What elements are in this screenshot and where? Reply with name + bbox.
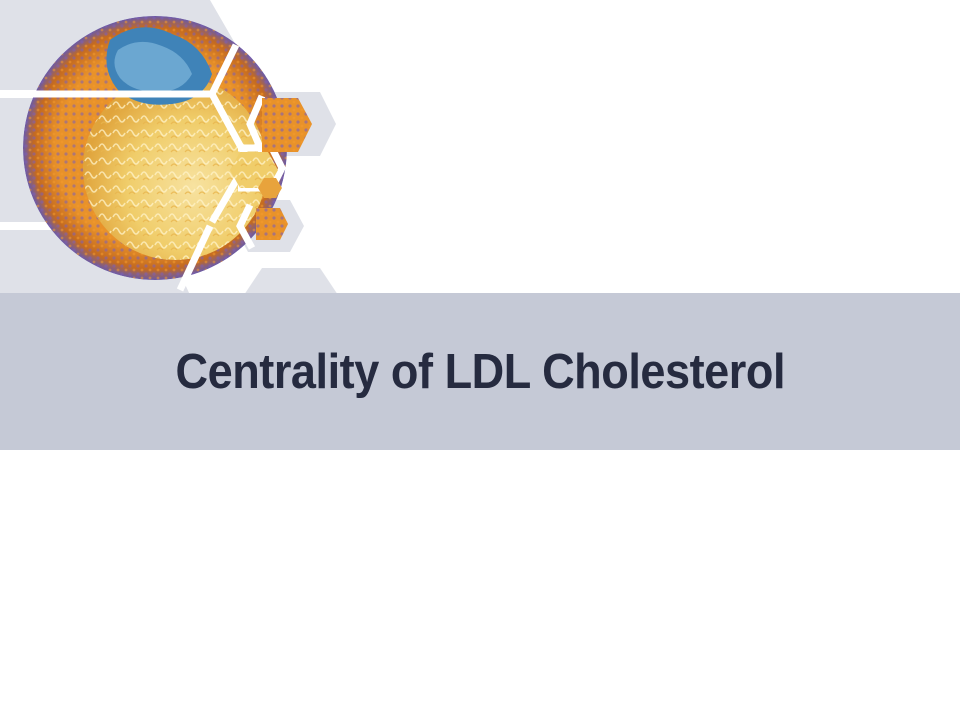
hexagon-fragments bbox=[230, 98, 312, 240]
ldl-particle-hexagon-collage-icon bbox=[0, 0, 338, 295]
title-band: Centrality of LDL Cholesterol bbox=[0, 293, 960, 450]
slide-title: Centrality of LDL Cholesterol bbox=[175, 344, 785, 399]
